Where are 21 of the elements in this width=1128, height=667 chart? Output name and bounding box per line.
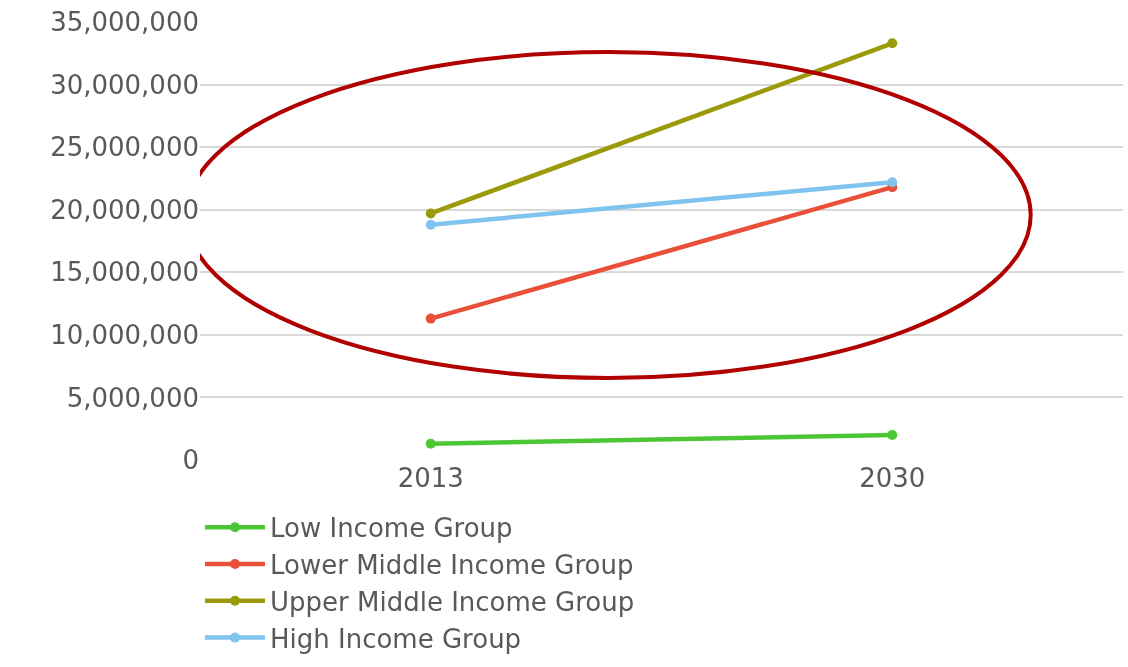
point	[425, 313, 436, 324]
legend-label: Lower Middle Income Group	[270, 550, 634, 581]
y-tick-label: 35,000,000	[50, 7, 199, 38]
legend-label: High Income Group	[270, 623, 522, 654]
x-tick-label: 2030	[859, 463, 926, 493]
y-tick-label: 25,000,000	[50, 132, 199, 163]
point	[425, 208, 436, 219]
y-tick-label: 10,000,000	[50, 319, 199, 350]
point	[887, 177, 898, 188]
y-tick-label: 0	[182, 445, 199, 476]
legend-label: Upper Middle Income Group	[270, 586, 635, 617]
y-tick-label: 15,000,000	[50, 257, 199, 288]
legend-label: Low Income Group	[270, 513, 513, 544]
point	[887, 38, 898, 49]
y-tick-label: 20,000,000	[50, 194, 199, 225]
point	[425, 219, 436, 230]
y-tick-label: 5,000,000	[66, 382, 199, 413]
x-tick-label: 2013	[397, 463, 464, 493]
point	[425, 438, 436, 449]
y-tick-label: 30,000,000	[50, 69, 199, 100]
point	[887, 429, 898, 440]
